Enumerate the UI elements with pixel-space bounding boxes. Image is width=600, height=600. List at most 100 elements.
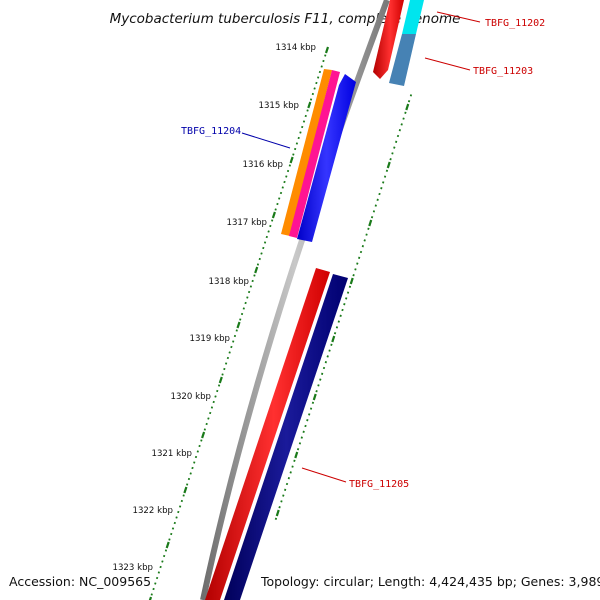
tick-minor [283, 180, 286, 184]
leader-line-tbfg-11204 [241, 132, 291, 149]
gene-label-tbfg-11205[interactable]: TBFG_11205 [349, 479, 409, 490]
tick-minor [385, 169, 389, 172]
tick-major [405, 103, 410, 111]
tick-minor [212, 400, 215, 404]
tick-minor [354, 268, 357, 271]
tick-minor [346, 291, 350, 294]
tick-minor [182, 494, 185, 497]
tick-label: 1318 kbp [209, 277, 250, 287]
tick-minor [288, 164, 291, 167]
tick-minor [285, 482, 289, 486]
tick-major [254, 266, 259, 274]
tick-minor [315, 390, 318, 393]
tick-minor [300, 436, 303, 439]
tick-label: 1314 kbp [276, 43, 317, 53]
tick-minor [297, 136, 300, 140]
tick-minor [365, 233, 368, 236]
tick-minor [286, 169, 290, 173]
tick-minor [263, 241, 267, 244]
tick-minor [253, 274, 256, 277]
tick-minor [175, 516, 178, 519]
tick-minor [318, 70, 322, 74]
tick-minor [280, 500, 283, 503]
tick-minor [335, 326, 339, 329]
tick-minor [271, 219, 274, 222]
tick-minor [232, 340, 235, 343]
tick-minor [337, 320, 340, 323]
gene-label-tbfg-11203[interactable]: TBFG_11203 [473, 66, 533, 77]
tick-major [148, 596, 153, 600]
tick-major [312, 393, 317, 401]
gene-feature-tbfg-11204[interactable] [297, 74, 356, 242]
tick-minor [345, 297, 348, 300]
tick-minor [173, 521, 176, 525]
tick-minor [258, 257, 261, 261]
tick-minor [343, 303, 346, 306]
tick-minor [296, 448, 300, 451]
tick-minor [274, 208, 277, 211]
tick-major [218, 376, 223, 384]
tick-minor [306, 419, 309, 422]
tick-minor [317, 76, 320, 79]
tick-minor [319, 378, 322, 381]
gene-feature-tbfg-11205[interactable] [224, 274, 348, 600]
tick-minor [309, 98, 313, 101]
tick-minor [315, 81, 318, 85]
genome-backbone [200, 0, 390, 600]
tick-major [307, 101, 312, 109]
tick-minor [389, 158, 392, 161]
tick-minor [383, 175, 387, 178]
tick-minor [191, 466, 194, 470]
tick-minor [155, 576, 159, 580]
tick-minor [187, 477, 191, 481]
tick-minor [210, 406, 214, 409]
tick-minor [363, 239, 366, 242]
leader-line-tbfg-11203 [424, 57, 471, 71]
tick-minor [370, 216, 374, 219]
tick-minor [196, 450, 199, 453]
gene-label-tbfg-11202[interactable]: TBFG_11202 [485, 18, 545, 29]
tick-minor [382, 181, 385, 184]
tick-minor [284, 488, 287, 491]
tick-minor [150, 593, 153, 596]
tick-minor [262, 246, 265, 250]
tick-minor [221, 373, 224, 376]
tick-label: 1323 kbp [113, 563, 154, 573]
tick-minor [289, 471, 292, 474]
tick-minor [301, 125, 304, 129]
tick-minor [376, 198, 379, 201]
tick-minor [308, 413, 311, 416]
tick-minor [251, 279, 254, 283]
tick-minor [163, 554, 166, 558]
tick-minor [317, 384, 320, 387]
tick-minor [203, 428, 206, 431]
tick-minor [224, 362, 228, 365]
gene-feature-tbfg-11202[interactable] [373, 0, 404, 79]
tick-ruler-inner [148, 46, 330, 600]
tick-minor [293, 459, 296, 462]
tick-minor [328, 349, 331, 352]
tick-minor [171, 527, 175, 530]
gene-feature-tbfg-11203[interactable] [389, 34, 416, 86]
tick-minor [216, 389, 219, 393]
tick-minor [161, 560, 164, 563]
tick-minor [228, 351, 231, 354]
tick-minor [269, 224, 272, 228]
tick-minor [311, 401, 315, 404]
tick-minor [256, 263, 260, 266]
tick-minor [330, 343, 333, 346]
tick-minor [356, 262, 359, 265]
tick-minor [285, 175, 288, 178]
map-title: Mycobacterium tuberculosis F11, complete… [110, 11, 461, 27]
tick-minor [242, 307, 245, 310]
tick-minor [359, 250, 363, 254]
tick-minor [358, 256, 361, 259]
tick-major [294, 451, 299, 459]
gene-label-tbfg-11204[interactable]: TBFG_11204 [181, 126, 241, 137]
tick-minor [226, 356, 230, 360]
tick-minor [324, 361, 327, 364]
tick-major [236, 321, 241, 329]
tick-label: 1320 kbp [171, 392, 212, 402]
tick-minor [170, 532, 173, 536]
tick-minor [306, 109, 309, 112]
